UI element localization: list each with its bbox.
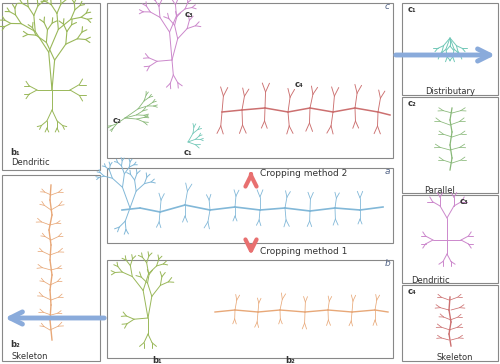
Text: c₁: c₁ (184, 148, 192, 157)
FancyBboxPatch shape (402, 97, 498, 193)
Text: c₄: c₄ (295, 80, 304, 89)
Text: Dendritic: Dendritic (10, 158, 50, 167)
Text: c: c (385, 2, 390, 11)
Text: c₃: c₃ (460, 197, 468, 206)
Text: Skeleton: Skeleton (12, 352, 48, 361)
Text: a: a (384, 167, 390, 176)
FancyBboxPatch shape (2, 175, 100, 361)
FancyBboxPatch shape (2, 3, 100, 170)
Text: c₂: c₂ (408, 99, 417, 108)
Text: c₃: c₃ (185, 10, 194, 19)
Text: Cropping method 2: Cropping method 2 (260, 169, 347, 178)
Text: Cropping method 1: Cropping method 1 (260, 246, 348, 256)
FancyBboxPatch shape (402, 195, 498, 283)
Text: Dendritic: Dendritic (410, 276, 450, 285)
Text: c₂: c₂ (113, 116, 122, 125)
FancyBboxPatch shape (107, 3, 393, 158)
Text: Distributary: Distributary (425, 87, 475, 96)
Text: b₂: b₂ (285, 356, 295, 364)
FancyBboxPatch shape (107, 168, 393, 243)
Text: b₁: b₁ (152, 356, 162, 364)
Text: c₄: c₄ (408, 287, 417, 296)
FancyBboxPatch shape (107, 260, 393, 358)
FancyBboxPatch shape (402, 3, 498, 95)
Text: Parallel: Parallel (424, 186, 456, 195)
Text: c₁: c₁ (408, 5, 416, 14)
Text: Skeleton: Skeleton (437, 353, 473, 362)
Text: b: b (384, 259, 390, 268)
Text: b₂: b₂ (10, 340, 20, 349)
Text: b₁: b₁ (10, 148, 20, 157)
FancyBboxPatch shape (402, 285, 498, 361)
